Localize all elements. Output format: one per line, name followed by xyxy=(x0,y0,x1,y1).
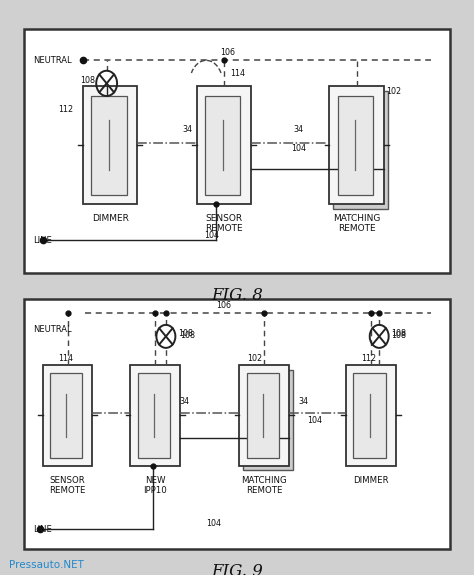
Text: FIG. 8: FIG. 8 xyxy=(211,288,263,305)
Bar xyxy=(138,373,170,458)
Text: 108: 108 xyxy=(180,331,195,340)
Bar xyxy=(91,95,127,195)
Text: 108: 108 xyxy=(391,329,406,338)
Text: 114: 114 xyxy=(58,354,73,363)
Text: 34: 34 xyxy=(298,397,308,406)
Text: 104: 104 xyxy=(204,231,219,240)
Text: NEUTRAL: NEUTRAL xyxy=(33,56,72,65)
Bar xyxy=(239,365,289,466)
Text: 112: 112 xyxy=(361,354,376,363)
Text: MATCHING
REMOTE: MATCHING REMOTE xyxy=(241,476,287,495)
Text: SENSOR
REMOTE: SENSOR REMOTE xyxy=(205,214,243,233)
Text: 102: 102 xyxy=(386,87,401,97)
Text: 114: 114 xyxy=(230,69,245,78)
Text: 108: 108 xyxy=(391,331,406,340)
Text: NEW
IPP10: NEW IPP10 xyxy=(143,476,167,495)
Text: LINE: LINE xyxy=(33,236,52,245)
Text: 112: 112 xyxy=(58,105,73,114)
Text: NEUTRAL: NEUTRAL xyxy=(33,325,72,334)
Bar xyxy=(24,299,450,549)
Text: SENSOR
REMOTE: SENSOR REMOTE xyxy=(49,476,86,495)
Bar xyxy=(247,373,279,458)
Text: 34: 34 xyxy=(293,125,303,134)
Text: 104: 104 xyxy=(307,416,322,426)
Bar xyxy=(24,29,450,273)
Bar xyxy=(130,365,180,466)
Text: 102: 102 xyxy=(247,354,263,363)
Text: 34: 34 xyxy=(182,125,192,134)
Text: 34: 34 xyxy=(180,397,190,406)
Text: Pressauto.NET: Pressauto.NET xyxy=(9,561,84,570)
Bar xyxy=(205,95,240,195)
Text: 104: 104 xyxy=(292,144,307,153)
Bar xyxy=(354,373,386,458)
Bar xyxy=(83,86,137,204)
Text: 108: 108 xyxy=(178,329,193,338)
Bar xyxy=(243,370,293,470)
Bar xyxy=(333,91,388,209)
Text: LINE: LINE xyxy=(33,524,52,534)
Text: DIMMER: DIMMER xyxy=(92,214,128,224)
Text: DIMMER: DIMMER xyxy=(353,476,389,485)
Bar xyxy=(197,86,251,204)
Bar xyxy=(337,95,373,195)
Bar xyxy=(43,365,92,466)
Bar xyxy=(346,365,396,466)
Bar xyxy=(50,373,82,458)
Bar xyxy=(329,86,384,204)
Text: FIG. 9: FIG. 9 xyxy=(211,564,263,575)
Text: MATCHING
REMOTE: MATCHING REMOTE xyxy=(333,214,380,233)
Text: 104: 104 xyxy=(206,519,221,528)
Text: 106: 106 xyxy=(220,48,236,58)
Text: 106: 106 xyxy=(216,301,231,310)
Text: 108: 108 xyxy=(80,76,95,85)
